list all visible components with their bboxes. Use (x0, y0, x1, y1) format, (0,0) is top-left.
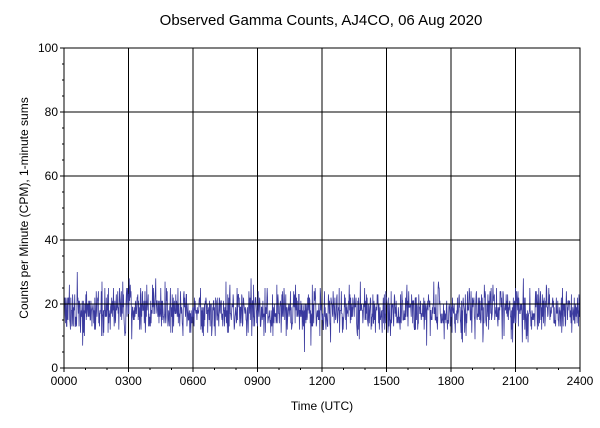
x-tick-label: 0900 (244, 374, 271, 388)
y-tick-label: 40 (45, 233, 59, 247)
y-tick-label: 20 (45, 297, 59, 311)
x-tick-label: 2100 (502, 374, 529, 388)
y-axis-label: Counts per Minute (CPM), 1-minute sums (17, 97, 31, 318)
y-tick-label: 60 (45, 169, 59, 183)
y-tick-label: 100 (38, 41, 58, 55)
x-axis-label: Time (UTC) (291, 399, 353, 413)
chart-title: Observed Gamma Counts, AJ4CO, 06 Aug 202… (160, 12, 483, 29)
y-axis: 0 20 40 60 80 100 (38, 41, 64, 375)
x-axis: 0000 0300 0600 0900 1200 1500 1800 2100 2400 (51, 368, 594, 388)
x-tick-label: 2400 (567, 374, 594, 388)
series-line (63, 271, 581, 353)
y-tick-label: 80 (45, 105, 59, 119)
x-tick-label: 1200 (309, 374, 336, 388)
x-tick-label: 1500 (373, 374, 400, 388)
x-tick-label: 0300 (115, 374, 142, 388)
series-layer (63, 271, 581, 353)
x-tick-label: 1800 (438, 374, 465, 388)
y-tick-label: 0 (51, 361, 58, 375)
x-tick-label: 0600 (180, 374, 207, 388)
x-tick-label: 0000 (51, 374, 78, 388)
